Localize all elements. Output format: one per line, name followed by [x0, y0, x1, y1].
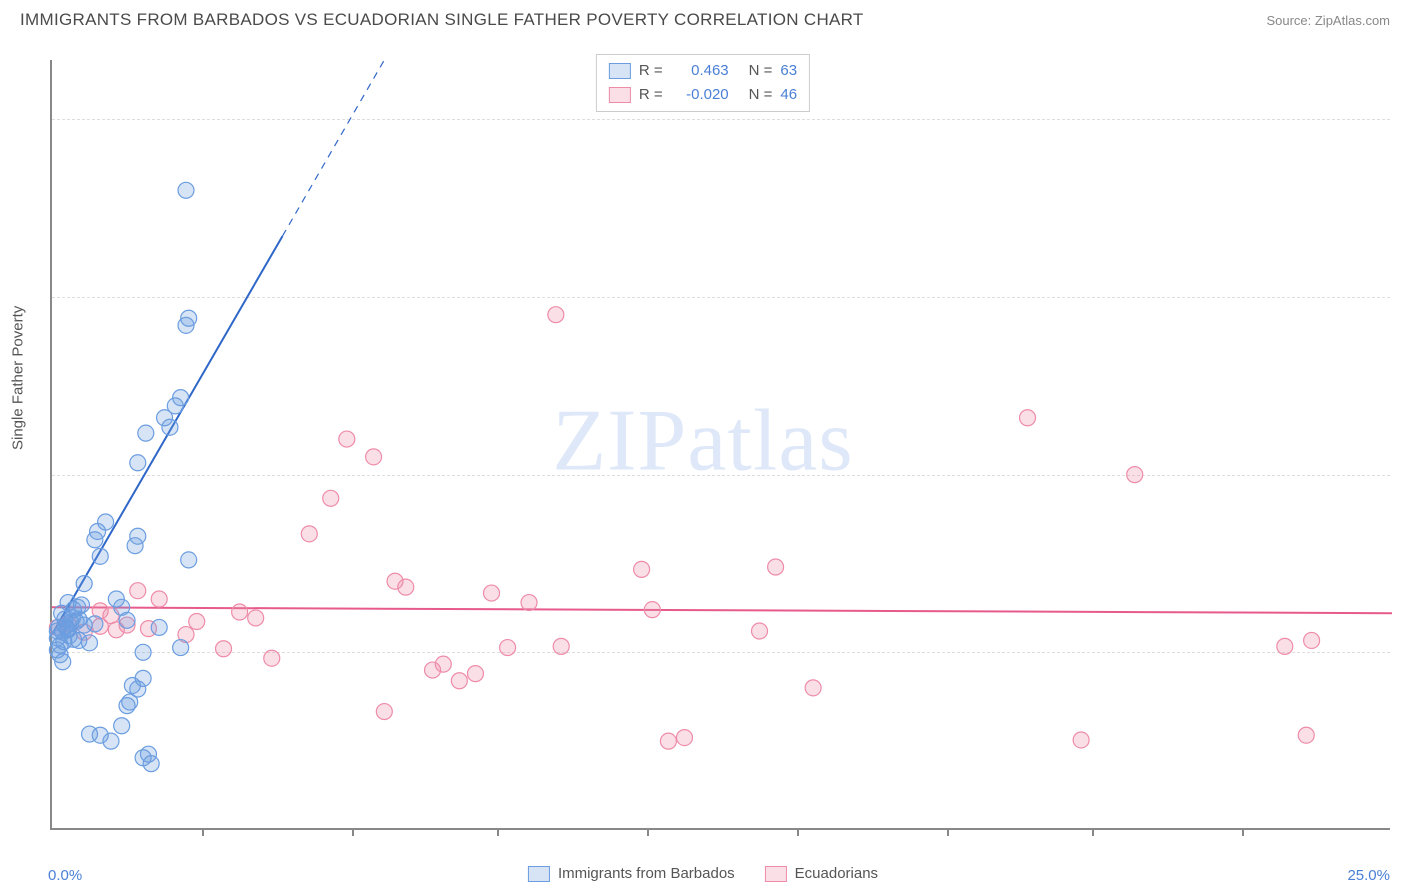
swatch-barbados — [528, 866, 550, 882]
r-value-ecuadorians: -0.020 — [671, 83, 729, 107]
legend-label-barbados: Immigrants from Barbados — [558, 865, 735, 882]
n-label: N = — [749, 59, 773, 83]
source-label: Source: ZipAtlas.com — [1266, 13, 1390, 28]
x-axis-min: 0.0% — [48, 867, 82, 884]
legend-item-barbados: Immigrants from Barbados — [528, 865, 735, 882]
legend-row-barbados: R = 0.463 N = 63 — [609, 59, 797, 83]
swatch-barbados — [609, 63, 631, 79]
r-label: R = — [639, 59, 663, 83]
n-value-ecuadorians: 46 — [780, 83, 797, 107]
legend-item-ecuadorians: Ecuadorians — [765, 865, 878, 882]
chart-title: IMMIGRANTS FROM BARBADOS VS ECUADORIAN S… — [20, 10, 864, 30]
n-label: N = — [749, 83, 773, 107]
legend-row-ecuadorians: R = -0.020 N = 46 — [609, 83, 797, 107]
y-tick-label: 30.0% — [1395, 466, 1406, 483]
y-tick-label: 15.0% — [1395, 644, 1406, 661]
scatter-chart — [52, 60, 1390, 828]
swatch-ecuadorians — [765, 866, 787, 882]
swatch-ecuadorians — [609, 87, 631, 103]
r-value-barbados: 0.463 — [671, 59, 729, 83]
y-tick-label: 60.0% — [1395, 111, 1406, 128]
series-legend: Immigrants from Barbados Ecuadorians — [528, 865, 878, 882]
n-value-barbados: 63 — [780, 59, 797, 83]
legend-label-ecuadorians: Ecuadorians — [795, 865, 878, 882]
y-axis-label: Single Father Poverty — [10, 306, 27, 450]
y-tick-label: 45.0% — [1395, 288, 1406, 305]
r-label: R = — [639, 83, 663, 107]
x-axis-max: 25.0% — [1347, 867, 1390, 884]
plot-area: 15.0%30.0%45.0%60.0% — [50, 60, 1390, 830]
correlation-legend: R = 0.463 N = 63 R = -0.020 N = 46 — [596, 54, 810, 112]
